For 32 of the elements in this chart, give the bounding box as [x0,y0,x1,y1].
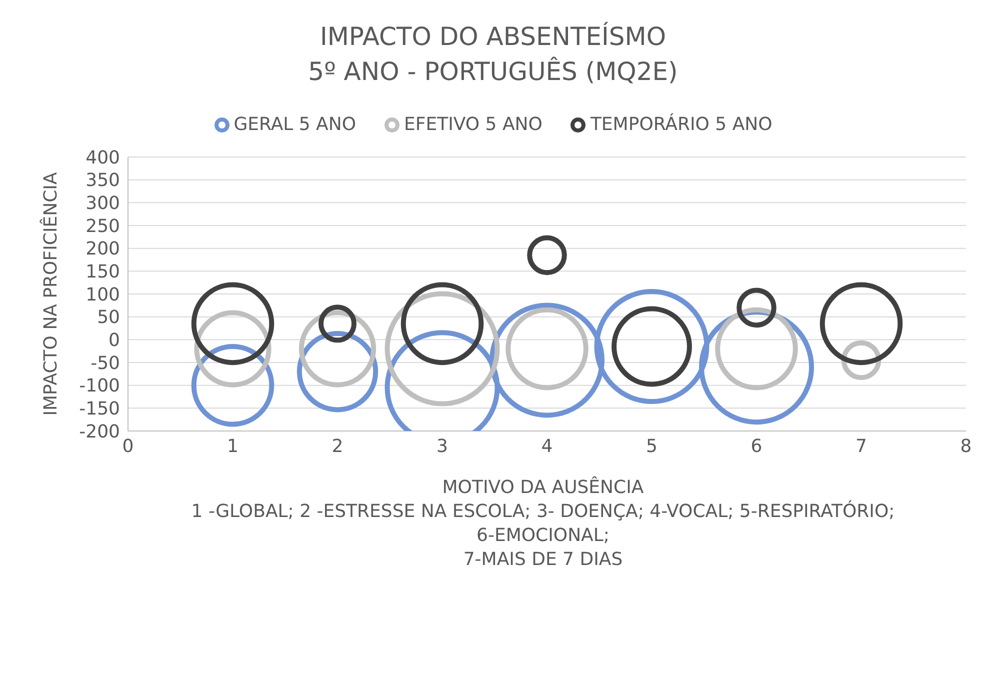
chart-title: IMPACTO DO ABSENTEÍSMO [318,20,668,51]
y-tick-label: -200 [79,421,120,442]
y-tick-label: 100 [86,284,120,306]
x-tick-label: 2 [332,436,344,457]
x-tick-label: 1 [227,436,238,457]
y-tick-label: 50 [97,307,120,328]
text: 6-EMOCIONAL; [476,525,610,546]
text: 1 -GLOBAL; 2 -ESTRESSE NA ESCOLA; 3- DOENÇA; 4-VOCAL; 5-RESPIRATÓRIO; [190,501,896,522]
y-tick-label: 400 [86,147,120,168]
x-tick-label: 0 [122,436,134,457]
x-tick-label: 8 [960,436,972,457]
y-tick-label: 350 [86,170,120,192]
x-tick-label: 7 [856,436,867,457]
y-tick-label: 0 [108,330,120,352]
y-tick-label: 150 [86,262,120,283]
y-tick-label: -100 [79,376,120,397]
text: 7-MAIS DE 7 DIAS [462,549,624,570]
y-tick-label: -50 [90,352,120,374]
y-tick-label: 250 [86,216,120,237]
legend-label: TEMPORÁRIO 5 ANO [589,114,772,135]
x-tick-label: 5 [646,436,658,457]
x-axis-title: MOTIVO DA AUSÊNCIA [441,477,645,498]
x-tick-label: 4 [541,436,553,457]
y-tick-label: 200 [86,238,120,260]
legend-label: GERAL 5 ANO [232,114,356,135]
x-tick-label: 6 [750,436,762,457]
y-tick-label: 300 [86,193,120,214]
y-axis-title: IMPACTO NA PROFICIÊNCIA [39,172,62,416]
x-tick-label: 3 [436,436,448,457]
y-tick-label: -150 [79,398,120,420]
legend-label: EFETIVO 5 ANO [403,114,542,135]
chart-subtitle: 5º ANO - PORTUGUÊS (MQ2E) [307,57,679,86]
